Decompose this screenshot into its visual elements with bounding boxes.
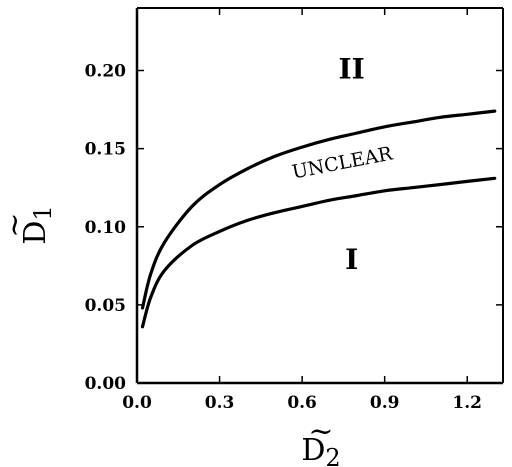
region-label-i: I: [345, 243, 358, 276]
upper-boundary-curve: [140, 109, 497, 310]
x-axis-label-text: D2: [301, 433, 340, 467]
x-tick-label: 0.3: [205, 393, 235, 413]
region-label-ii: II: [339, 52, 365, 85]
y-axis-ticks: 0.00 0.05 0.10 0.15 0.20: [85, 62, 503, 394]
y-tick-label: 0.10: [85, 218, 127, 238]
series-layer: [140, 109, 497, 329]
annotation-layer: II UNCLEAR I: [290, 52, 395, 276]
x-tick-label: 0.0: [122, 393, 152, 413]
lower-boundary-curve: [140, 176, 497, 329]
y-tick-label: 0.20: [85, 62, 127, 82]
y-axis-label-text: D1: [18, 205, 57, 244]
y-tick-label: 0.05: [85, 296, 126, 316]
x-axis-ticks: 0.0 0.3 0.6 0.9 1.2: [122, 8, 482, 413]
region-label-unclear: UNCLEAR: [290, 142, 395, 183]
x-tick-label: 0.6: [287, 393, 317, 413]
svg-text:~: ~: [0, 212, 32, 237]
x-tick-label: 0.9: [370, 393, 400, 413]
y-tick-label: 0.00: [85, 374, 127, 394]
x-axis-label: ~ D2: [301, 414, 340, 467]
y-tick-label: 0.15: [85, 140, 126, 160]
y-axis-label: ~ D1: [0, 205, 57, 244]
svg-text:~: ~: [308, 414, 333, 449]
x-tick-label: 1.2: [452, 393, 482, 413]
plot-frame: [135, 7, 504, 385]
